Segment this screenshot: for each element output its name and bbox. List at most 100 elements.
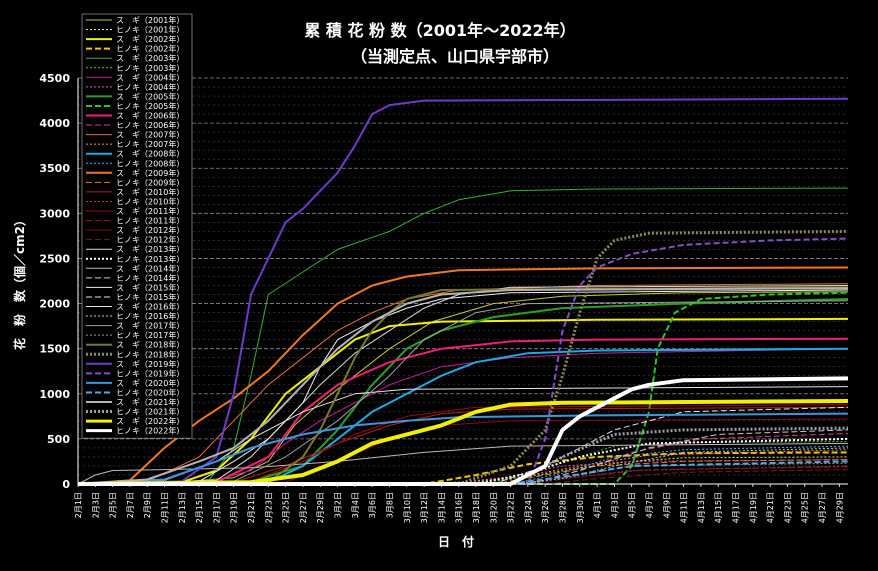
series-line-6 [77, 348, 849, 485]
y-axis-label: 花 粉 数（個／cm2） [12, 214, 27, 350]
legend-entry: ス ギ（2011年） [116, 206, 184, 216]
legend-entry: ヒノキ（2008年） [116, 158, 184, 168]
x-tick-label: 2月25日 [282, 492, 291, 523]
chart-title: 累 積 花 粉 数（2001年～2022年） [304, 21, 575, 40]
y-tick-label: 3000 [39, 207, 70, 220]
y-axis-ticks: 0 500 1000 1500 2000 2500 3000 3500 4000 4500 [39, 72, 70, 491]
x-axis-label: 日 付 [438, 534, 474, 549]
series-line-10 [77, 337, 849, 485]
x-tick-label: 3月24日 [524, 492, 533, 523]
x-tick-label: 4月7日 [645, 492, 654, 518]
legend-entry: ヒノキ（2022年） [116, 426, 184, 436]
legend-entry: ス ギ（2006年） [116, 111, 184, 121]
x-tick-label: 4月3日 [610, 492, 619, 518]
legend-entry: ヒノキ（2001年） [116, 25, 184, 35]
x-tick-label: 4月1日 [593, 492, 602, 518]
series-line-18 [77, 406, 849, 485]
x-tick-label: 4月19日 [749, 492, 758, 523]
legend-entry: ス ギ（2022年） [116, 416, 184, 426]
legend-entry: ヒノキ（2020年） [116, 387, 184, 397]
series-line-0 [77, 291, 849, 485]
series-line-40 [77, 287, 849, 485]
series-line-36 [77, 97, 849, 485]
x-tick-label: 3月14日 [437, 492, 446, 523]
x-tick-label: 2月17日 [212, 492, 221, 523]
legend-entry: ス ギ（2015年） [116, 282, 184, 292]
series-line-25 [78, 437, 849, 485]
series-line-14 [77, 347, 849, 485]
y-tick-label: 500 [47, 433, 70, 446]
x-axis-ticks: 2月1日 2月3日 2月5日 2月7日 2月9日 2月11日 2月13日 2月15日 2月17日… [74, 484, 844, 523]
legend-entry: ス ギ（2007年） [116, 130, 184, 140]
x-tick-label: 4月29日 [835, 492, 844, 523]
legend-entry: ス ギ（2020年） [116, 378, 184, 388]
x-tick-label: 4月13日 [697, 492, 706, 523]
x-tick-label: 4月15日 [714, 492, 723, 523]
x-tick-label: 2月3日 [91, 492, 100, 518]
x-tick-label: 3月26日 [541, 492, 550, 523]
legend-entry: ヒノキ（2007年） [116, 139, 184, 149]
x-tick-label: 4月9日 [662, 492, 671, 518]
y-tick-label: 2500 [39, 252, 70, 265]
y-tick-label: 2000 [39, 298, 70, 311]
x-tick-label: 4月27日 [818, 492, 827, 523]
x-tick-label: 4月11日 [680, 492, 689, 523]
x-tick-label: 3月2日 [334, 492, 343, 518]
x-tick-label: 3月20日 [489, 492, 498, 523]
chart-subtitle: （当測定点、山口県宇部市） [351, 47, 559, 66]
x-tick-label: 4月17日 [732, 492, 741, 523]
legend-entry: ヒノキ（2017年） [116, 330, 184, 340]
legend-entry: ヒノキ（2014年） [116, 273, 184, 283]
legend-entry: ヒノキ（2009年） [116, 177, 184, 187]
legend-entry: ス ギ（2012年） [116, 225, 184, 235]
legend-box [81, 13, 193, 439]
y-tick-label: 1000 [39, 388, 70, 401]
legend-entry: ヒノキ（2021年） [116, 407, 184, 417]
x-tick-label: 2月1日 [74, 492, 83, 518]
series-line-42 [77, 399, 849, 486]
legend-entry: ス ギ（2005年） [116, 91, 184, 101]
x-tick-label: 2月15日 [195, 492, 204, 523]
x-tick-label: 2月19日 [230, 492, 239, 523]
legend-entry: ヒノキ（2002年） [116, 44, 184, 54]
series-line-34 [77, 286, 849, 485]
legend-entry: ヒノキ（2018年） [116, 349, 184, 359]
series-line-38 [77, 412, 849, 485]
x-tick-label: 3月8日 [385, 492, 394, 518]
legend-entry: ヒノキ（2013年） [116, 254, 184, 264]
legend-entry: ヒノキ（2003年） [116, 63, 184, 73]
x-tick-label: 3月18日 [472, 492, 481, 523]
x-tick-label: 3月28日 [558, 492, 567, 523]
legend-entry: ス ギ（2002年） [116, 34, 184, 44]
x-tick-label: 2月5日 [109, 492, 118, 518]
series-line-9 [78, 291, 849, 485]
x-tick-label: 3月10日 [403, 492, 412, 523]
legend-entry: ス ギ（2004年） [116, 72, 184, 82]
series-line-28 [77, 289, 849, 485]
x-tick-label: 3月30日 [576, 492, 585, 523]
y-tick-label: 1500 [39, 343, 70, 356]
y-tick-label: 4500 [39, 72, 70, 85]
legend-entry: ス ギ（2008年） [116, 149, 184, 159]
x-tick-label: 2月21日 [247, 492, 256, 523]
x-tick-label: 2月23日 [264, 492, 273, 523]
series-line-1 [78, 456, 849, 485]
series-line-37 [78, 237, 849, 485]
legend-entry: ス ギ（2021年） [116, 397, 184, 407]
legend-entry: ヒノキ（2006年） [116, 120, 184, 130]
legend-entry: ス ギ（2009年） [116, 168, 184, 178]
legend-entry: ス ギ（2014年） [116, 263, 184, 273]
legend-entry: ヒノキ（2004年） [116, 82, 184, 92]
x-tick-label: 2月13日 [178, 492, 187, 523]
legend-entry: ヒノキ（2015年） [116, 292, 184, 302]
legend-entry: ヒノキ（2010年） [116, 196, 184, 206]
series-line-26 [77, 442, 849, 485]
legend-entry: ヒノキ（2012年） [116, 235, 184, 245]
legend-entry: ス ギ（2010年） [116, 187, 184, 197]
series-line-35 [78, 229, 849, 486]
legend-entry: ス ギ（2013年） [116, 244, 184, 254]
x-tick-label: 4月5日 [628, 492, 637, 518]
series-line-16 [77, 266, 849, 485]
series-line-8 [77, 298, 849, 485]
